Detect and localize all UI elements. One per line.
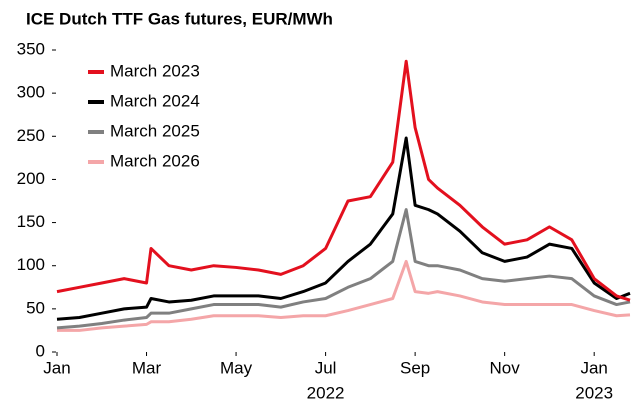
x-year-label: 2023 <box>575 383 613 402</box>
y-tick-label: 0 <box>36 341 45 360</box>
legend-label: March 2025 <box>110 121 200 140</box>
x-tick-label: Mar <box>132 358 162 377</box>
series-line <box>57 259 631 332</box>
y-tick-label: 200 <box>17 169 45 188</box>
y-tick-label: 100 <box>17 255 45 274</box>
y-tick-label: 350 <box>17 39 45 58</box>
x-tick-label: Jan <box>580 358 607 377</box>
y-tick-label: 50 <box>26 298 45 317</box>
x-year-label: 2022 <box>307 383 345 402</box>
series-line <box>56 136 631 321</box>
x-tick-label: Jan <box>43 358 70 377</box>
x-tick-label: Jul <box>315 358 337 377</box>
legend-label: March 2024 <box>110 91 200 110</box>
series-line <box>56 208 631 330</box>
chart-title: ICE Dutch TTF Gas futures, EUR/MWh <box>26 9 333 28</box>
legend-label: March 2023 <box>110 61 200 80</box>
x-tick-label: Nov <box>490 358 521 377</box>
series-line <box>56 59 631 302</box>
x-tick-label: May <box>220 358 253 377</box>
y-tick-label: 150 <box>17 212 45 231</box>
x-tick-label: Sep <box>400 358 430 377</box>
y-tick-label: 300 <box>17 83 45 102</box>
legend-label: March 2026 <box>110 151 200 170</box>
y-tick-label: 250 <box>17 126 45 145</box>
